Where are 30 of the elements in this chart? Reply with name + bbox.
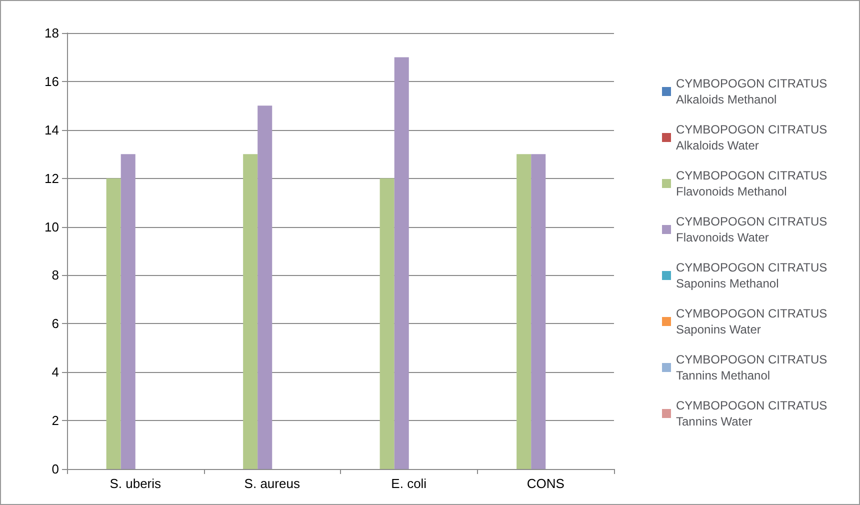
y-tick-label: 8: [52, 268, 59, 283]
legend-label: CYMBOPOGON CITRATUS Saponins Water: [676, 306, 830, 336]
legend-label: CYMBOPOGON CITRATUS Tannins Methanol: [676, 352, 830, 382]
y-tick-label: 16: [44, 74, 59, 89]
x-tick-label: E. coli: [391, 476, 427, 491]
bar: [531, 154, 546, 469]
legend-label: CYMBOPOGON CITRATUS Flavonoids Methanol: [676, 168, 830, 198]
y-tick-label: 10: [44, 219, 59, 234]
bar: [516, 154, 532, 469]
x-tick-label: CONS: [526, 476, 565, 491]
x-tick-label: S. uberis: [110, 476, 162, 491]
bar: [394, 57, 409, 469]
legend-label: CYMBOPOGON CITRATUS Saponins Methanol: [676, 260, 830, 290]
bar: [120, 154, 136, 469]
x-tick-label: S. aureus: [244, 476, 300, 491]
y-tick-label: 6: [52, 316, 59, 332]
bar: [243, 154, 258, 469]
legend-label: CYMBOPOGON CITRATUS Flavonoids Water: [676, 214, 830, 244]
legend-label: CYMBOPOGON CITRATUS Alkaloids Water: [676, 122, 830, 152]
y-tick-label: 12: [44, 170, 59, 186]
legend-label: CYMBOPOGON CITRATUS Tannins Water: [676, 398, 830, 428]
legend-label: CYMBOPOGON CITRATUS Alkaloids Methanol: [676, 76, 830, 106]
y-tick-label: 14: [44, 122, 59, 138]
bar: [258, 106, 272, 469]
bar: [380, 178, 394, 469]
y-tick-label: 2: [52, 413, 59, 428]
bar: [106, 178, 121, 469]
y-tick-label: 18: [44, 26, 59, 40]
y-tick-label: 4: [52, 364, 59, 380]
y-tick-label: 0: [52, 462, 59, 476]
